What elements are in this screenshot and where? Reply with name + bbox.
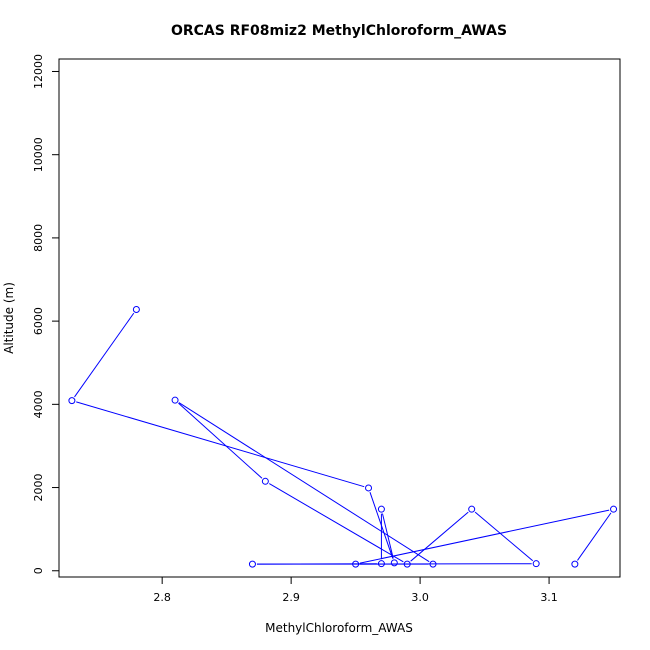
data-point — [261, 477, 269, 485]
series-segment — [74, 312, 135, 398]
series-segment — [381, 513, 394, 559]
y-tick-label: 8000 — [32, 224, 45, 252]
data-point — [352, 560, 360, 568]
data-point — [610, 505, 618, 513]
data-point — [403, 560, 411, 568]
series-segment — [410, 511, 469, 562]
data-point — [377, 505, 385, 513]
series-segment — [359, 509, 610, 564]
data-point — [68, 397, 76, 405]
chart-title: ORCAS RF08miz2 MethylChloroform_AWAS — [171, 23, 507, 39]
series-group — [68, 305, 618, 568]
data-point — [248, 560, 256, 568]
x-tick-label: 3.0 — [411, 591, 429, 604]
y-tick-label: 12000 — [32, 54, 45, 89]
y-axis-label: Altitude (m) — [2, 282, 16, 354]
series-segment — [76, 401, 365, 488]
data-point — [377, 560, 385, 568]
data-point — [468, 505, 476, 513]
series-segment — [178, 402, 263, 479]
data-point — [532, 560, 540, 568]
x-tick-label: 2.9 — [282, 591, 300, 604]
x-axis-label: MethylChloroform_AWAS — [265, 621, 413, 635]
data-point — [571, 560, 579, 568]
y-tick-label: 0 — [32, 567, 45, 574]
data-point — [365, 484, 373, 492]
y-tick-label: 4000 — [32, 390, 45, 418]
y-tick-label: 6000 — [32, 307, 45, 335]
x-tick-label: 3.1 — [540, 591, 558, 604]
series-segment — [268, 483, 404, 563]
series-segment — [474, 511, 534, 562]
data-point — [429, 560, 437, 568]
y-tick-label: 2000 — [32, 474, 45, 502]
x-axis: 2.8 2.9 3.0 3.1 — [153, 577, 558, 604]
series-segment — [178, 402, 430, 563]
series-segment — [577, 512, 612, 561]
data-point — [132, 305, 140, 313]
data-point — [171, 396, 179, 404]
plot-frame — [58, 58, 621, 578]
y-axis: 0 2000 4000 6000 8000 10000 12000 — [32, 54, 59, 574]
y-tick-label: 10000 — [32, 137, 45, 172]
data-point — [390, 559, 398, 567]
x-tick-label: 2.8 — [153, 591, 171, 604]
